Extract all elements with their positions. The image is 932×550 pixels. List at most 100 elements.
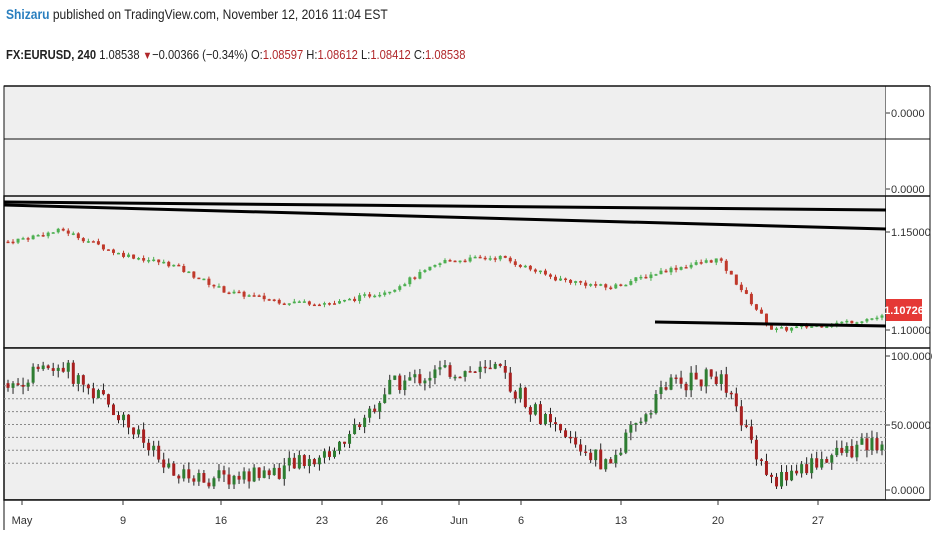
osc-candle: [232, 475, 236, 485]
osc-candle: [634, 423, 638, 425]
price-candle: [302, 301, 306, 303]
osc-candle: [322, 451, 326, 458]
price-candle: [433, 264, 437, 267]
price-candle: [453, 260, 457, 263]
price-candle: [368, 294, 372, 297]
price-candle: [478, 256, 482, 259]
osc-candle: [820, 459, 824, 468]
price-candle: [634, 277, 638, 282]
price-candle: [247, 295, 251, 297]
osc-candle: [463, 371, 467, 377]
osc-candle: [187, 469, 191, 479]
price-candle: [574, 281, 578, 283]
price-candle: [132, 254, 136, 259]
osc-candle: [327, 451, 331, 457]
price-candle: [348, 298, 352, 301]
osc-axis-label: 100.0000: [891, 351, 932, 363]
price-candle: [629, 281, 633, 285]
price-candle: [11, 241, 15, 244]
osc-candle: [343, 441, 347, 444]
open-value: 1.08597: [262, 47, 304, 62]
price-candle: [749, 293, 753, 305]
osc-candle: [533, 404, 537, 415]
price-candle: [232, 291, 236, 294]
osc-candle: [548, 414, 552, 423]
trendline-upper-1[interactable]: [3, 200, 887, 212]
price-candle: [147, 260, 151, 262]
osc-candle: [734, 393, 738, 407]
price-candle: [277, 299, 281, 304]
price-candle: [584, 282, 588, 286]
osc-candle: [488, 367, 492, 370]
price-candle: [91, 241, 95, 243]
price-candle: [875, 317, 879, 320]
osc-candle: [689, 372, 693, 391]
osc-candle: [338, 441, 342, 451]
osc-candle: [674, 377, 678, 380]
price-candle: [192, 271, 196, 278]
time-axis-label: 13: [615, 515, 627, 527]
osc-candle: [152, 445, 156, 451]
osc-candle: [478, 366, 482, 373]
time-axis-label: May: [12, 515, 33, 527]
price-candle: [358, 295, 362, 302]
osc-candle: [719, 374, 723, 385]
osc-candle: [147, 442, 151, 451]
price-candle: [724, 260, 728, 271]
author-link[interactable]: Shizaru: [6, 6, 50, 22]
osc-candle: [418, 374, 422, 384]
price-candle: [157, 259, 161, 263]
osc-candle: [543, 414, 547, 425]
trendline-upper-2[interactable]: [3, 203, 887, 231]
osc-candle: [448, 365, 452, 377]
price-candle: [76, 233, 80, 239]
price-candle: [122, 252, 126, 257]
high-label: H:: [306, 47, 318, 62]
price-candle: [408, 277, 412, 285]
support-line[interactable]: [654, 320, 887, 328]
price-candle: [51, 232, 55, 234]
price-candle: [312, 304, 316, 307]
price-candle: [327, 303, 331, 305]
price-candle: [86, 241, 90, 243]
osc-candle: [830, 455, 834, 463]
price-candle: [694, 262, 698, 265]
price-candle: [252, 295, 256, 297]
osc-candle: [724, 374, 728, 393]
osc-candle: [227, 474, 231, 485]
price-candle: [71, 233, 75, 235]
price-candle: [96, 241, 100, 245]
last-price: 1.08538: [99, 47, 140, 62]
osc-candle: [132, 427, 136, 435]
price-candle: [764, 313, 768, 325]
pane2-axis-label: 0.0000: [891, 184, 925, 196]
time-axis[interactable]: [4, 500, 930, 530]
osc-candle: [91, 388, 95, 399]
osc-candle: [207, 482, 211, 487]
osc-candle: [518, 387, 522, 399]
price-candle: [317, 304, 321, 307]
time-axis-label: 16: [215, 515, 227, 527]
indicator-pane-1[interactable]: [3, 85, 887, 140]
price-candle: [272, 299, 276, 302]
osc-candle: [493, 363, 497, 369]
osc-candle: [443, 365, 447, 368]
osc-candle: [709, 369, 713, 377]
price-axis[interactable]: [886, 86, 930, 500]
price-candles: [6, 227, 884, 333]
price-candle: [488, 258, 492, 260]
indicator-pane-2[interactable]: [3, 138, 887, 197]
price-candle: [127, 254, 131, 257]
osc-candle: [584, 451, 588, 454]
osc-candle: [855, 444, 859, 458]
osc-candle: [222, 470, 226, 475]
osc-candle: [453, 376, 457, 379]
osc-candle: [749, 426, 753, 440]
price-candle: [257, 295, 261, 297]
symbol-label[interactable]: FX:EURUSD, 240: [6, 47, 97, 62]
osc-candle: [302, 455, 306, 467]
price-candle: [353, 298, 357, 302]
price-candle: [810, 326, 814, 328]
price-candle: [322, 303, 326, 305]
